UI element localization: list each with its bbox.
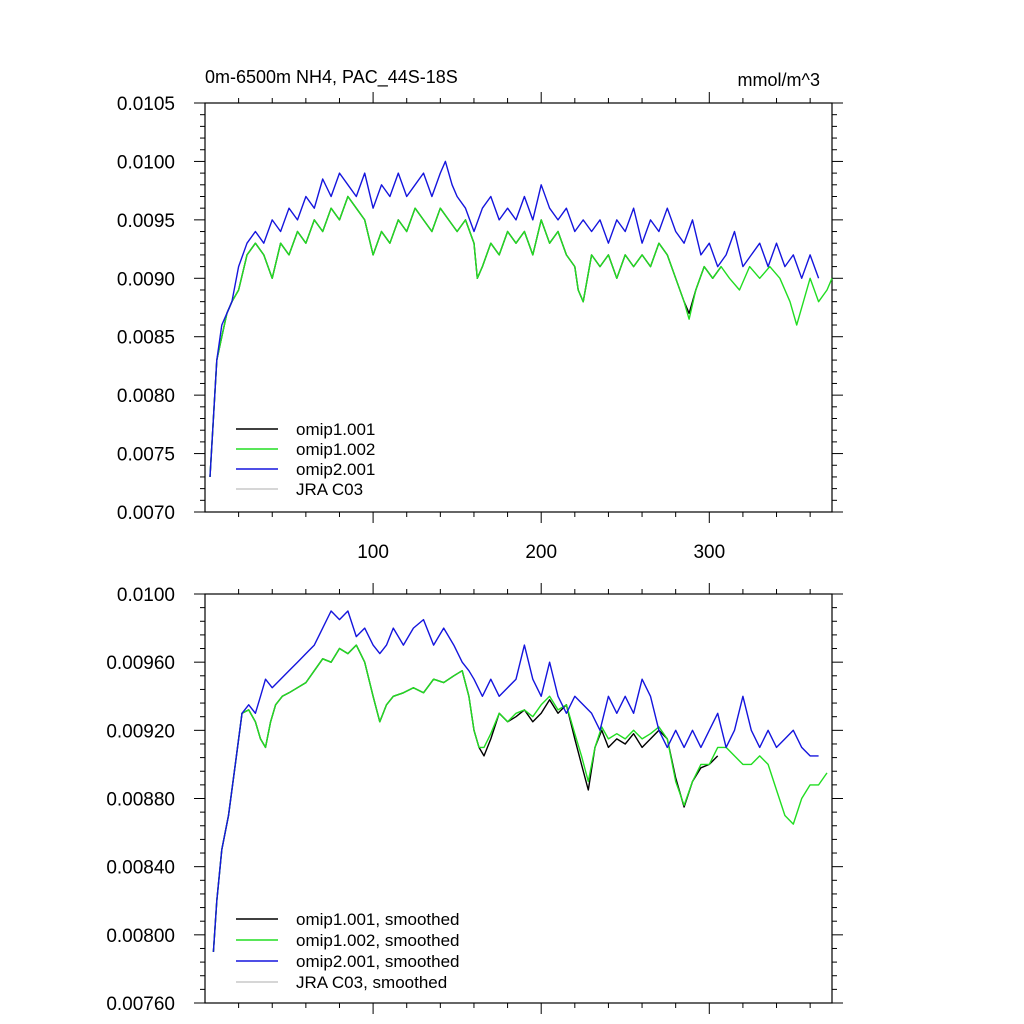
legend-label: omip1.002 — [296, 440, 375, 459]
series-line-omip1-002 — [209, 195, 833, 477]
y-tick-label: 0.0095 — [117, 211, 175, 232]
y-tick-label: 0.00800 — [106, 926, 175, 947]
chart-title: 0m-6500m NH4, PAC_44S-18S — [205, 67, 458, 88]
plot-frame — [204, 102, 833, 513]
y-tick-label: 0.0070 — [117, 503, 175, 524]
series-line-omip2-001-smoothed — [212, 610, 819, 952]
x-tick-label: 200 — [525, 542, 557, 563]
series-line-omip1-002-smoothed — [212, 644, 828, 952]
series-line-omip2-001 — [209, 160, 820, 477]
legend-label: omip1.001, smoothed — [296, 910, 460, 929]
x-tick-label: 100 — [357, 542, 389, 563]
units-label: mmol/m^3 — [738, 70, 820, 90]
y-tick-label: 0.0100 — [117, 585, 175, 606]
y-tick-label: 0.00880 — [106, 790, 175, 811]
series-line-omip1-001-smoothed — [212, 644, 719, 952]
x-tick-label: 300 — [693, 542, 725, 563]
y-tick-label: 0.0090 — [117, 269, 175, 290]
y-tick-label: 0.00760 — [106, 994, 175, 1015]
y-tick-label: 0.00920 — [106, 721, 175, 742]
legend-label: omip2.001, smoothed — [296, 952, 460, 971]
legend-label: JRA C03 — [296, 480, 363, 499]
legend-label: omip2.001 — [296, 460, 375, 479]
legend-label: JRA C03, smoothed — [296, 973, 447, 992]
bottom-panel: 0.00760 0.00800 0.00840 0.00880 0.00920 0.009… — [106, 583, 843, 1015]
legend-label: omip1.002, smoothed — [296, 931, 460, 950]
y-tick-label: 0.0085 — [117, 328, 175, 349]
y-tick-label: 0.0075 — [117, 445, 175, 466]
top-panel: 0.0070 0.0075 0.0080 0.0085 0.0090 0.0095 0.01… — [117, 67, 843, 563]
y-tick-label: 0.0100 — [117, 152, 175, 173]
y-tick-label: 0.0080 — [117, 386, 175, 407]
y-tick-label: 0.00960 — [106, 653, 175, 674]
y-tick-label: 0.0105 — [117, 94, 175, 115]
y-tick-label: 0.00840 — [106, 858, 175, 879]
legend-label: omip1.001 — [296, 420, 375, 439]
